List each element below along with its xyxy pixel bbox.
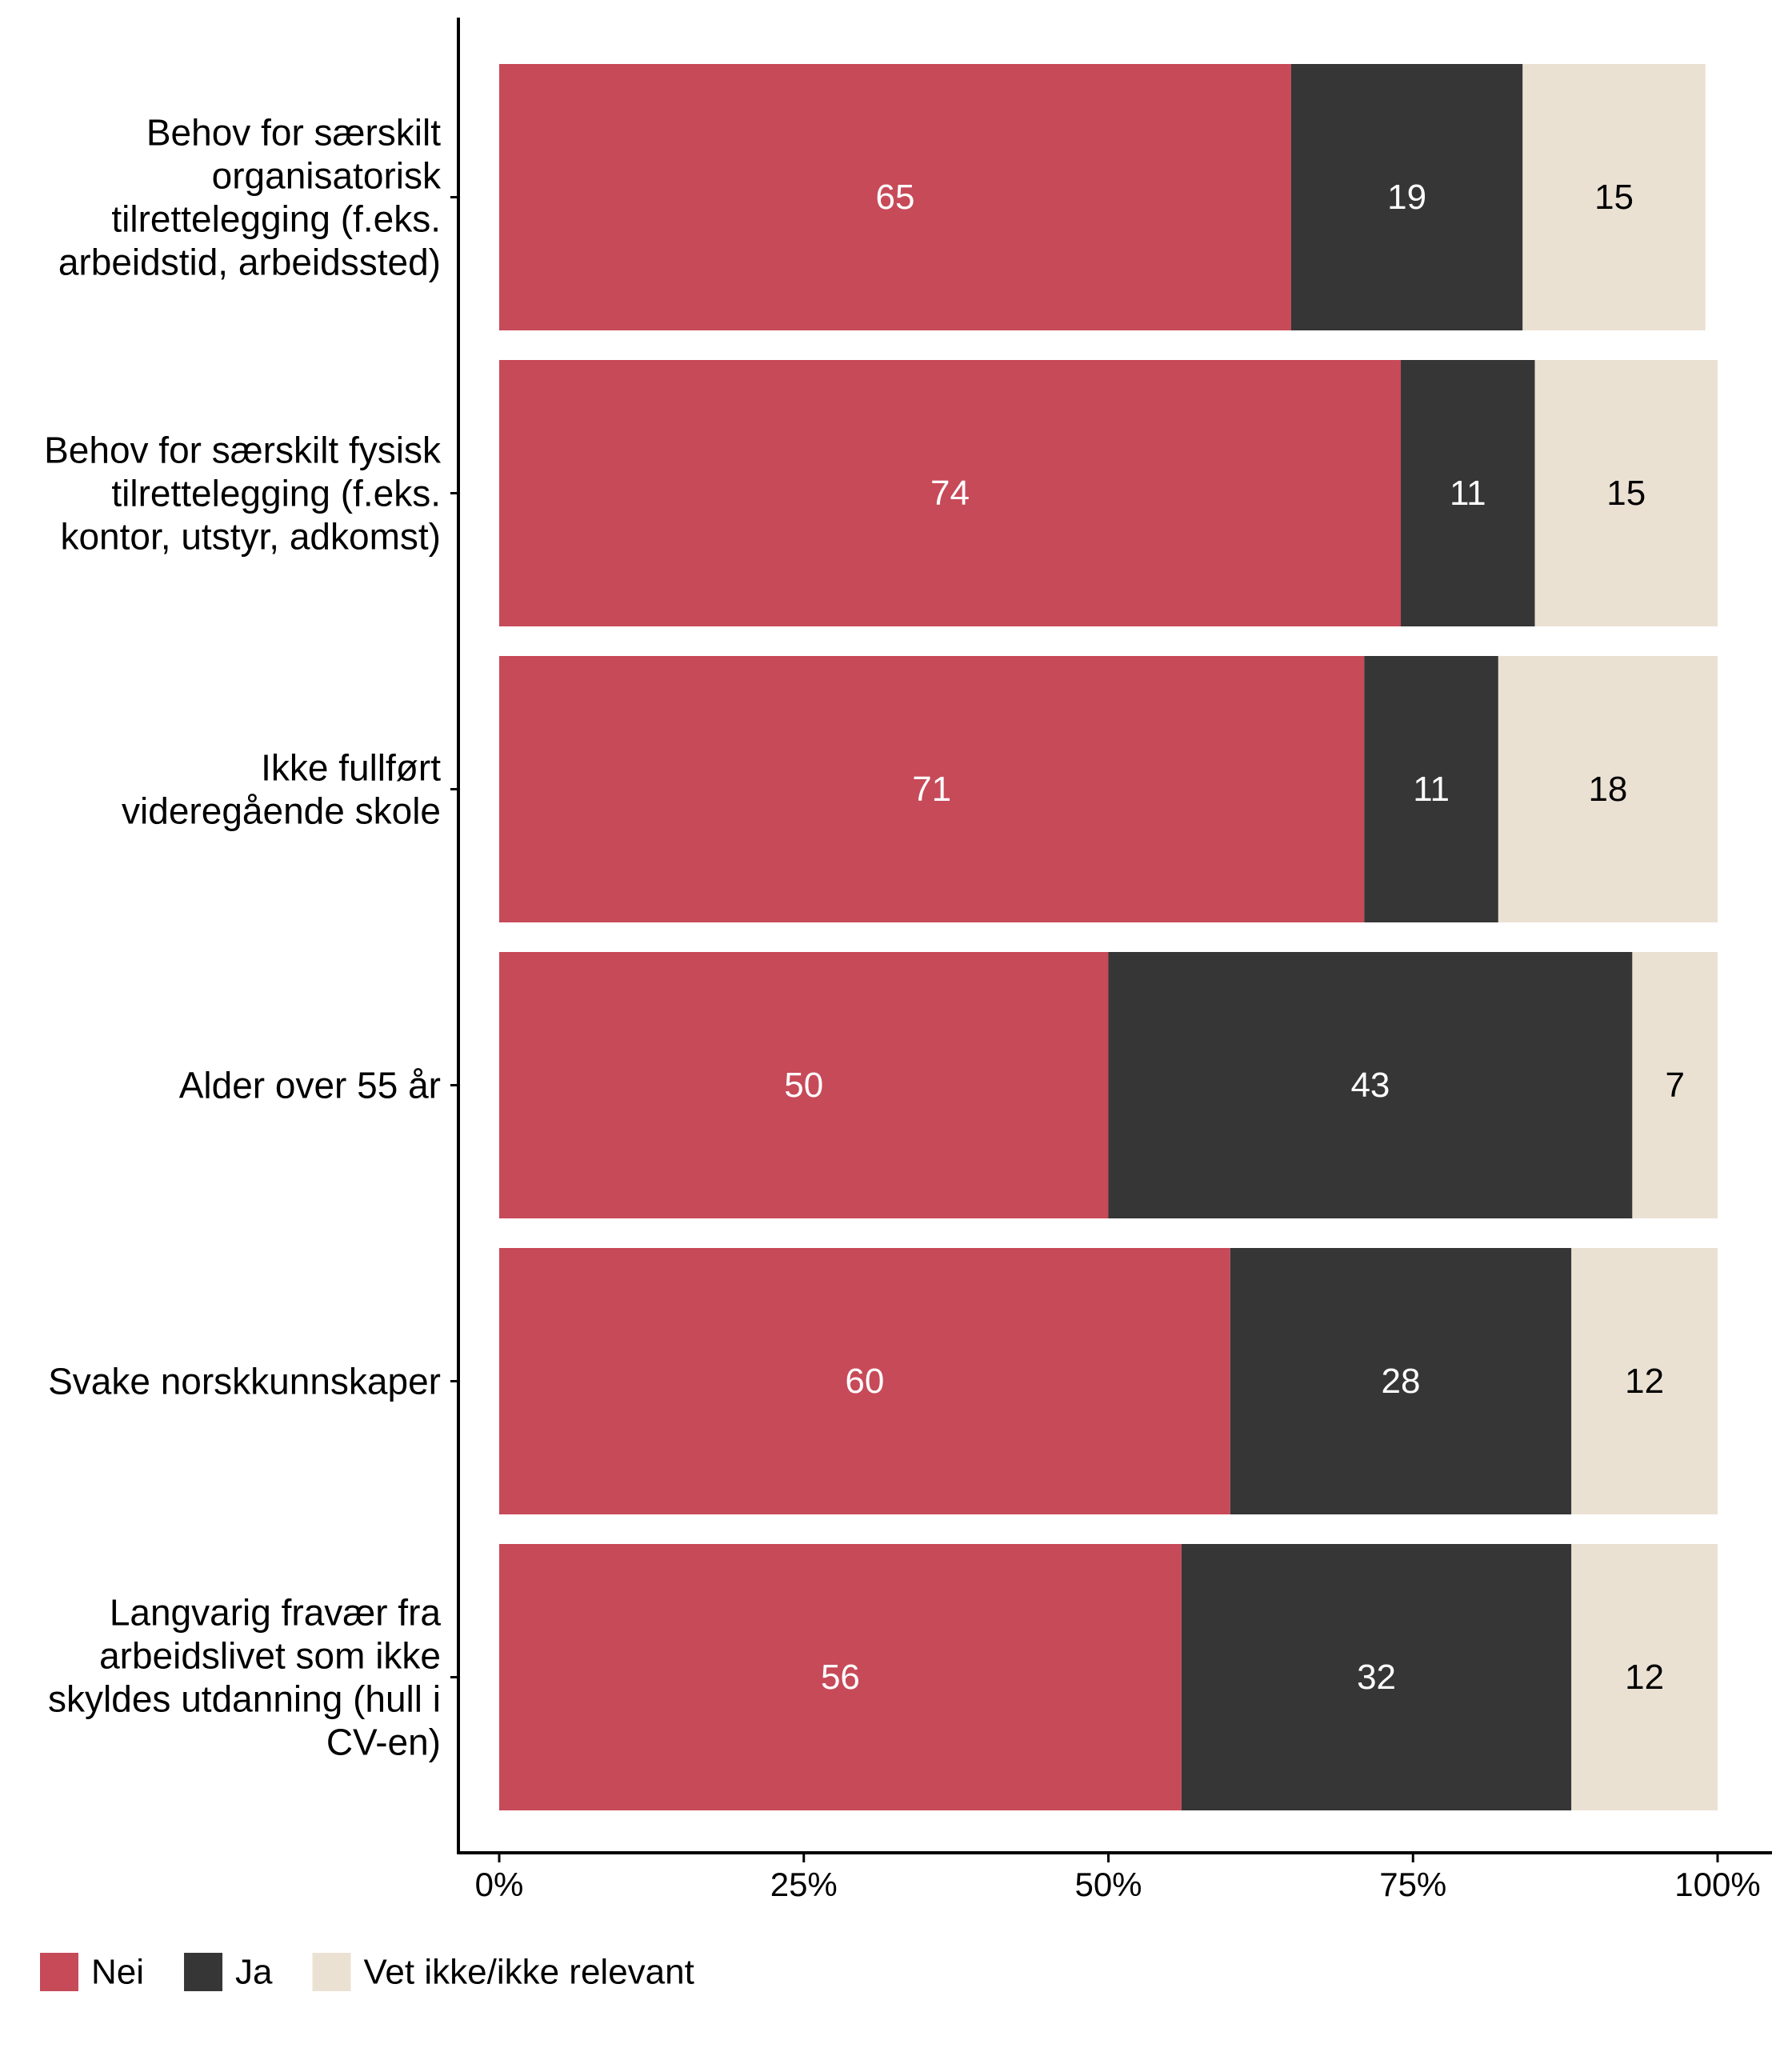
y-axis: Behov for særskilt organisatorisk tilrette… [44, 18, 460, 1854]
bar-vet-ikke-ikke-relevant-3 [1498, 656, 1718, 922]
data-label: 12 [1625, 1658, 1664, 1697]
x-tick-label: 75% [1379, 1866, 1446, 1903]
category-label: Langvarig fravær fra arbeidslivet som ikk… [48, 1592, 441, 1763]
bar-nei-6 [499, 1544, 1182, 1810]
bar-ja-4 [1108, 952, 1633, 1218]
legend-swatch-ja [184, 1953, 223, 1991]
bar-ja-5 [1230, 1248, 1572, 1514]
data-label: 18 [1588, 770, 1627, 809]
category-label: Svake norskkunnskaper [48, 1361, 441, 1402]
bar-ja-6 [1181, 1544, 1572, 1810]
data-label: 11 [1413, 770, 1450, 809]
bar-nei-1 [499, 64, 1291, 330]
data-label: 32 [1357, 1658, 1396, 1697]
x-tick-label: 25% [770, 1866, 838, 1903]
data-label: 19 [1387, 178, 1426, 217]
category-label: Ikke fullført videregående skole [122, 747, 441, 832]
category-label: Alder over 55 år [179, 1065, 441, 1106]
x-tick-label: 50% [1074, 1866, 1142, 1903]
data-label: 56 [821, 1658, 860, 1697]
data-label: 43 [1350, 1066, 1390, 1105]
data-label: 11 [1450, 474, 1486, 513]
bar-ja-1 [1290, 64, 1523, 330]
data-label: 15 [1606, 474, 1646, 513]
data-label: 7 [1665, 1066, 1684, 1105]
legend-label: Nei [91, 1953, 144, 1992]
category-label: Behov for særskilt fysisk tilrettelegging… [44, 430, 442, 558]
data-label: 12 [1625, 1362, 1664, 1401]
data-label: 15 [1594, 178, 1634, 217]
bars-group [499, 64, 1718, 1810]
bar-vet-ikke-ikke-relevant-4 [1632, 952, 1718, 1218]
x-tick-label: 0% [475, 1866, 524, 1903]
data-labels-group: 65 19 15 74 11 15 71 11 18 50 43 7 60 28 12 56 32 12 [784, 178, 1685, 1697]
bar-vet-ikke-ikke-relevant-1 [1522, 64, 1706, 330]
legend-swatch-vet-ikke-ikke-relevant [312, 1953, 351, 1991]
bar-nei-5 [499, 1248, 1230, 1514]
data-label: 28 [1382, 1362, 1421, 1401]
data-label: 60 [845, 1362, 884, 1401]
legend-swatch-nei [40, 1953, 78, 1991]
data-label: 74 [930, 474, 970, 513]
x-tick-label: 100% [1674, 1866, 1760, 1903]
legend: Nei Ja Vet ikke/ikke relevant [40, 1953, 694, 1992]
bar-ja-2 [1401, 360, 1535, 626]
bar-vet-ikke-ikke-relevant-6 [1571, 1544, 1718, 1810]
data-label: 71 [912, 770, 951, 809]
bar-vet-ikke-ikke-relevant-2 [1534, 360, 1718, 626]
data-label: 50 [784, 1066, 823, 1105]
category-label: Behov for særskilt organisatorisk tilrette… [58, 112, 442, 283]
data-label: 65 [875, 178, 914, 217]
legend-label: Ja [235, 1953, 273, 1992]
bar-nei-3 [499, 656, 1365, 922]
bar-nei-4 [499, 952, 1109, 1218]
bar-vet-ikke-ikke-relevant-5 [1571, 1248, 1718, 1514]
bar-nei-2 [499, 360, 1402, 626]
bar-ja-3 [1364, 656, 1498, 922]
x-axis: 0% 25% 50% 75% 100% [457, 1851, 1772, 1903]
legend-label: Vet ikke/ikke relevant [364, 1953, 694, 1992]
